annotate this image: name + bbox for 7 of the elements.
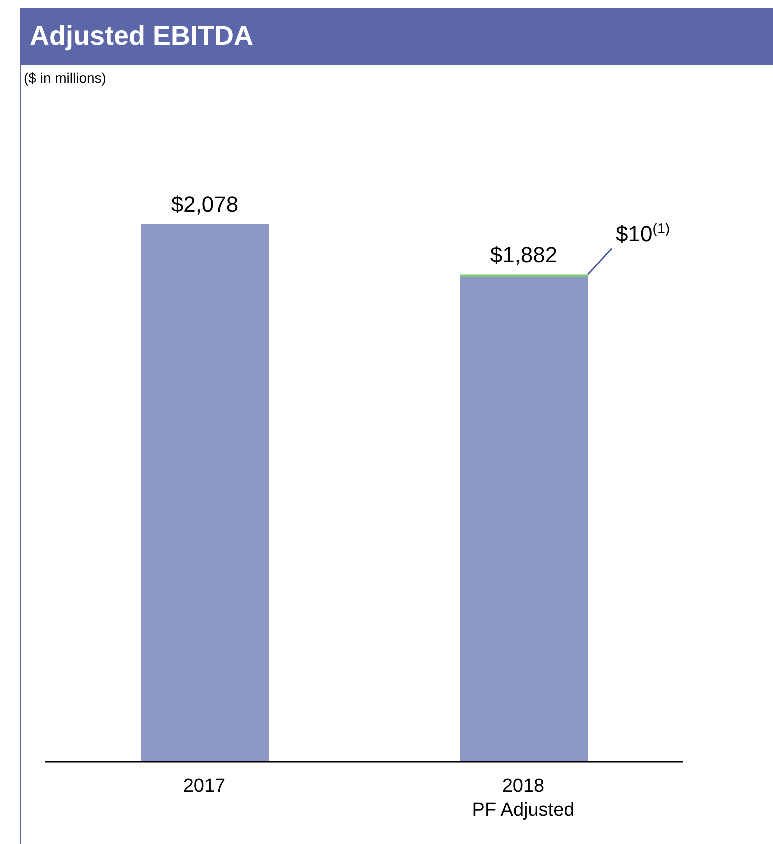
total-label: $1,882: [490, 242, 558, 268]
x-tick-label: 2018 PF Adjusted: [472, 776, 575, 821]
total-label: $2,078: [171, 192, 239, 217]
chart-subtitle: ($ in millions): [24, 70, 106, 86]
x-tick-label: 2017: [183, 776, 226, 797]
data-label: $10$^{(1)}$: [616, 222, 670, 247]
chart-title: Adjusted EBITDA: [20, 8, 773, 65]
